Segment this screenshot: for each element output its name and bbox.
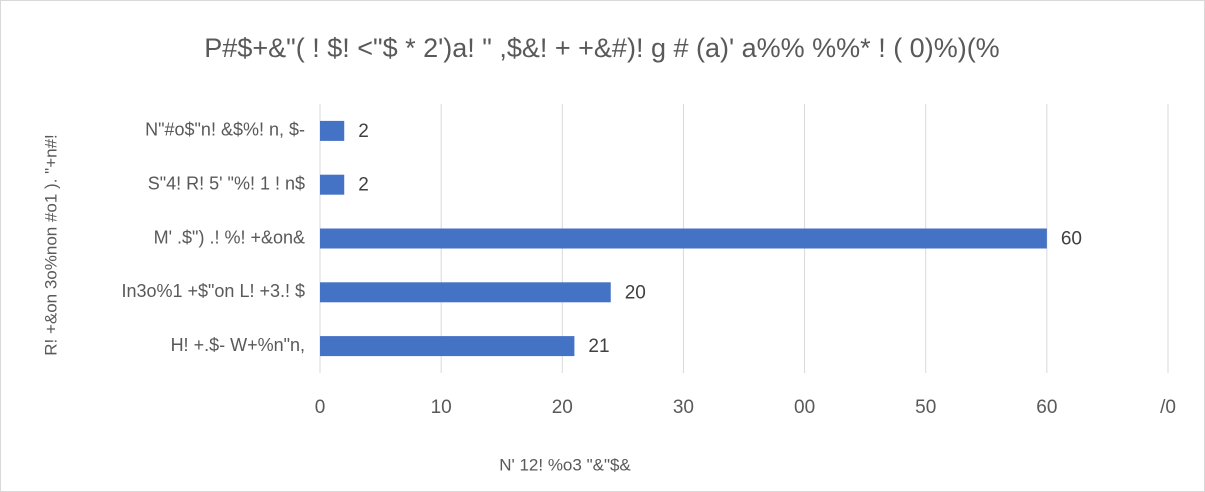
x-tick-label: 50 xyxy=(915,397,936,418)
value-label: 20 xyxy=(625,282,646,303)
x-tick-label: 60 xyxy=(1036,397,1057,418)
x-tick-label: /0 xyxy=(1160,397,1176,418)
bar xyxy=(320,282,611,303)
chart-title: P#$+&"( ! $! <"$ * 2')a! " ,$&! + +&#)! … xyxy=(204,33,999,63)
y-axis-title: R! +&on 3o%non #o1 ). "+n#! xyxy=(41,134,60,356)
bar xyxy=(320,228,1047,249)
x-axis-title: N' 12! %o3 "&"$& xyxy=(499,455,631,474)
y-tick-label: N"#o$"n! &$%! n, $- xyxy=(145,120,305,140)
bar xyxy=(320,174,345,195)
value-label: 60 xyxy=(1061,229,1082,250)
value-label: 21 xyxy=(588,336,609,357)
value-label: 2 xyxy=(358,121,369,142)
x-tick-label: 00 xyxy=(794,397,815,418)
y-tick-label: In3o%1 +$"on L! +3.! $ xyxy=(121,281,305,301)
y-tick-label: S"4! R! 5' "%! 1 ! n$ xyxy=(148,173,305,193)
bar xyxy=(320,336,575,357)
x-tick-label: 0 xyxy=(315,397,326,418)
bar xyxy=(320,120,345,141)
y-tick-label: H! +.$- W+%n"n, xyxy=(171,335,305,355)
y-tick-label: M' .$") .! %! +&on& xyxy=(154,227,305,247)
x-tick-label: 20 xyxy=(552,397,573,418)
x-tick-label: 10 xyxy=(431,397,452,418)
x-tick-label: 30 xyxy=(673,397,694,418)
value-label: 2 xyxy=(358,175,369,196)
